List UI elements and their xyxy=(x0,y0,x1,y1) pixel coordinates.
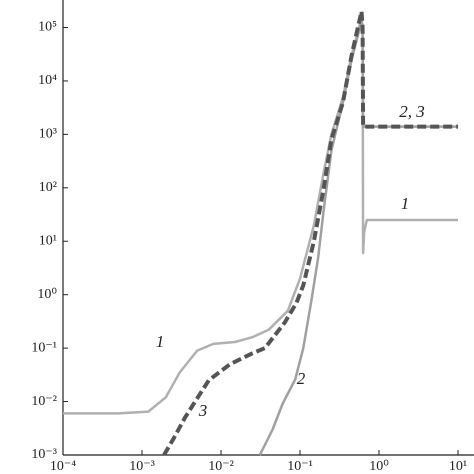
y-tick-label: 10⁻³ xyxy=(31,447,57,462)
line-series xyxy=(258,20,458,456)
x-tick-label: 10⁰ xyxy=(369,459,389,474)
annotation: 2, 3 xyxy=(399,102,425,121)
y-tick-label: 10³ xyxy=(39,127,57,142)
x-tick-label: 10⁻³ xyxy=(129,459,155,474)
x-tick-label: 10⁻⁴ xyxy=(50,459,76,474)
x-tick-label: 10⁻² xyxy=(208,459,234,474)
line-series xyxy=(63,16,458,415)
x-tick-label: 10¹ xyxy=(449,459,467,474)
annotation: 3 xyxy=(198,401,208,420)
y-tick-label: 10⁵ xyxy=(38,20,57,35)
annotation: 2 xyxy=(297,369,306,388)
y-tick-label: 10⁻² xyxy=(31,394,57,409)
annotation: 1 xyxy=(401,194,410,213)
x-tick-label: 10⁻¹ xyxy=(287,459,313,474)
y-tick-label: 10⁻¹ xyxy=(31,340,57,355)
y-tick-label: 10² xyxy=(39,180,57,195)
annotation: 1 xyxy=(156,332,165,351)
y-tick-label: 10⁴ xyxy=(38,73,57,88)
y-tick-label: 10⁰ xyxy=(37,287,57,302)
line-series xyxy=(162,9,458,457)
y-tick-label: 10¹ xyxy=(39,233,57,248)
